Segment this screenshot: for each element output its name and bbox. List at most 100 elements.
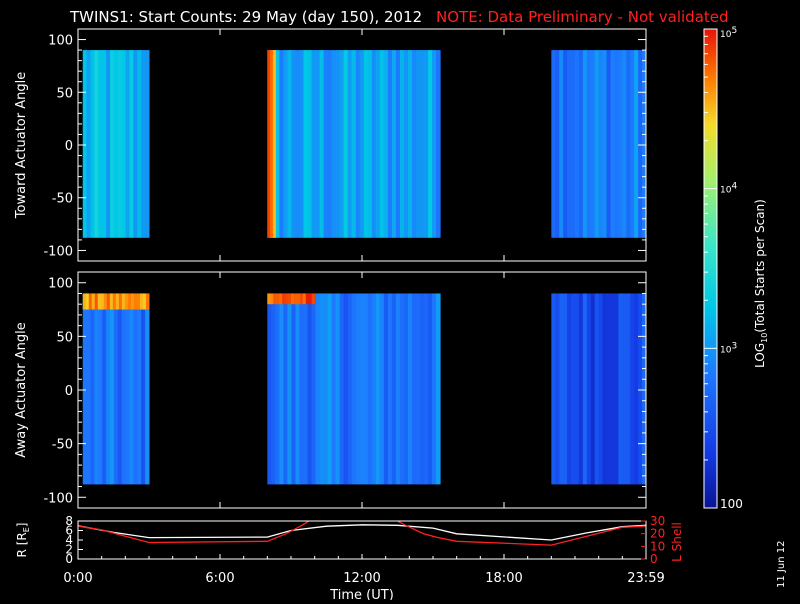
heatmap-feature-cell xyxy=(112,293,117,310)
heatmap-feature-cell xyxy=(279,293,283,305)
heatmap-feature-cell xyxy=(85,293,90,310)
right-y-tick-label: 20 xyxy=(650,527,665,541)
right-y-tick-label: 30 xyxy=(650,514,665,528)
heatmap-cell xyxy=(594,50,600,238)
heatmap-cell xyxy=(267,293,272,485)
y-tick-label: 100 xyxy=(48,34,73,49)
left-y-tick-label: 8 xyxy=(65,514,73,528)
heatmap-feature-cell xyxy=(282,293,286,305)
heatmap-cell xyxy=(387,50,393,238)
heatmap-feature-cell xyxy=(109,293,114,310)
radius-line xyxy=(78,524,646,541)
heatmap-cell xyxy=(432,50,437,238)
heatmap-cell xyxy=(371,293,377,485)
colorbar-tick-label: 100 xyxy=(720,497,743,511)
heatmap-cell xyxy=(567,50,572,238)
heatmap-feature-cell xyxy=(91,293,96,310)
left-y-tick-label: 4 xyxy=(65,533,73,547)
y-axis-label: Away Actuator Angle xyxy=(14,322,29,457)
heatmap-cell xyxy=(355,50,361,238)
heatmap-cell xyxy=(323,293,329,485)
heatmap-cell xyxy=(586,50,592,238)
heatmap-cell xyxy=(323,50,329,238)
heatmap-cell xyxy=(351,50,357,238)
heatmap-cell xyxy=(403,293,409,485)
heatmap-cell xyxy=(622,293,627,485)
heatmap-cell xyxy=(137,50,142,238)
heatmap-cell xyxy=(291,50,296,238)
away-heatmap-panel: 100 50 0 -50 -100 Away Actuator Angle xyxy=(14,271,647,509)
heatmap-cell xyxy=(347,50,353,238)
heatmap-cell xyxy=(571,50,576,238)
heatmap-cell xyxy=(391,50,397,238)
heatmap-cell xyxy=(311,293,317,485)
heatmap-cell xyxy=(98,50,103,238)
heatmap-cell xyxy=(610,293,615,485)
heatmap-cell xyxy=(606,50,611,238)
preliminary-note: NOTE: Data Preliminary - Not validated xyxy=(436,8,729,26)
y-tick-label: 100 xyxy=(48,277,73,292)
heatmap-cell xyxy=(622,50,627,238)
heatmap-cell xyxy=(363,293,369,485)
y-tick-label: -100 xyxy=(43,491,73,506)
heatmap-cell xyxy=(133,293,138,485)
heatmap-cell xyxy=(331,50,337,238)
orbit-plot-area xyxy=(78,521,646,559)
heatmap-feature-cell xyxy=(118,293,123,310)
colorbar-tick-label: 104 xyxy=(720,182,737,196)
heatmap-cell xyxy=(399,50,405,238)
heatmap-cell xyxy=(395,50,401,238)
heatmap-cell xyxy=(359,50,365,238)
data-block xyxy=(267,50,441,238)
generation-date: 11 Jun 12 xyxy=(776,541,787,588)
heatmap-cell xyxy=(125,50,131,238)
heatmap-feature-cell xyxy=(100,293,105,310)
heatmap-cell xyxy=(395,293,401,485)
heatmap-feature-cell xyxy=(270,50,274,238)
heatmap-cell xyxy=(551,50,556,238)
heatmap-feature-cell xyxy=(124,293,129,310)
heatmap-cell xyxy=(575,293,580,485)
heatmap-cell xyxy=(428,50,433,238)
heatmap-feature-cell xyxy=(106,293,111,310)
heatmap-cell xyxy=(90,50,95,238)
heatmap-feature-cell xyxy=(88,293,93,310)
heatmap-cell xyxy=(335,50,341,238)
heatmap-cell xyxy=(98,293,103,485)
heatmap-cell xyxy=(291,293,296,485)
heatmap-cell xyxy=(367,293,373,485)
heatmap-cell xyxy=(415,50,421,238)
heatmap-cell xyxy=(582,50,588,238)
x-axis-label: Time (UT) xyxy=(329,588,394,600)
heatmap-cell xyxy=(367,50,373,238)
heatmap-feature-cell xyxy=(288,293,292,305)
heatmap-feature-cell xyxy=(139,293,144,310)
heatmap-cell xyxy=(610,50,615,238)
heatmap-cell xyxy=(331,293,337,485)
heatmap-cell xyxy=(303,293,309,485)
x-tick-label: 18:00 xyxy=(485,571,522,586)
y-tick-label: -50 xyxy=(52,192,73,207)
heatmap-cell xyxy=(582,293,588,485)
y-tick-label: -100 xyxy=(43,244,73,259)
right-y-tick-label: 10 xyxy=(650,539,665,553)
heatmap-cell xyxy=(383,50,389,238)
heatmap-feature-cell xyxy=(291,293,295,305)
heatmap-cell xyxy=(626,293,631,485)
y-tick-label: 50 xyxy=(56,86,73,101)
heatmap-feature-cell xyxy=(311,293,316,305)
heatmap-feature-cell xyxy=(82,293,87,310)
heatmap-cell xyxy=(102,50,107,238)
heatmap-cell xyxy=(90,293,95,485)
left-y-tick-label: 6 xyxy=(65,524,73,538)
heatmap-cell xyxy=(275,293,280,485)
heatmap-cell xyxy=(94,293,99,485)
heatmap-cell xyxy=(602,293,608,485)
heatmap-cell xyxy=(137,293,142,485)
heatmap-cell xyxy=(559,293,564,485)
l-shell-line xyxy=(78,521,646,546)
heatmap-cell xyxy=(110,293,115,485)
chart-title: TWINS1: Start Counts: 29 May (day 150), … xyxy=(69,8,422,26)
heatmap-cell xyxy=(436,293,441,485)
